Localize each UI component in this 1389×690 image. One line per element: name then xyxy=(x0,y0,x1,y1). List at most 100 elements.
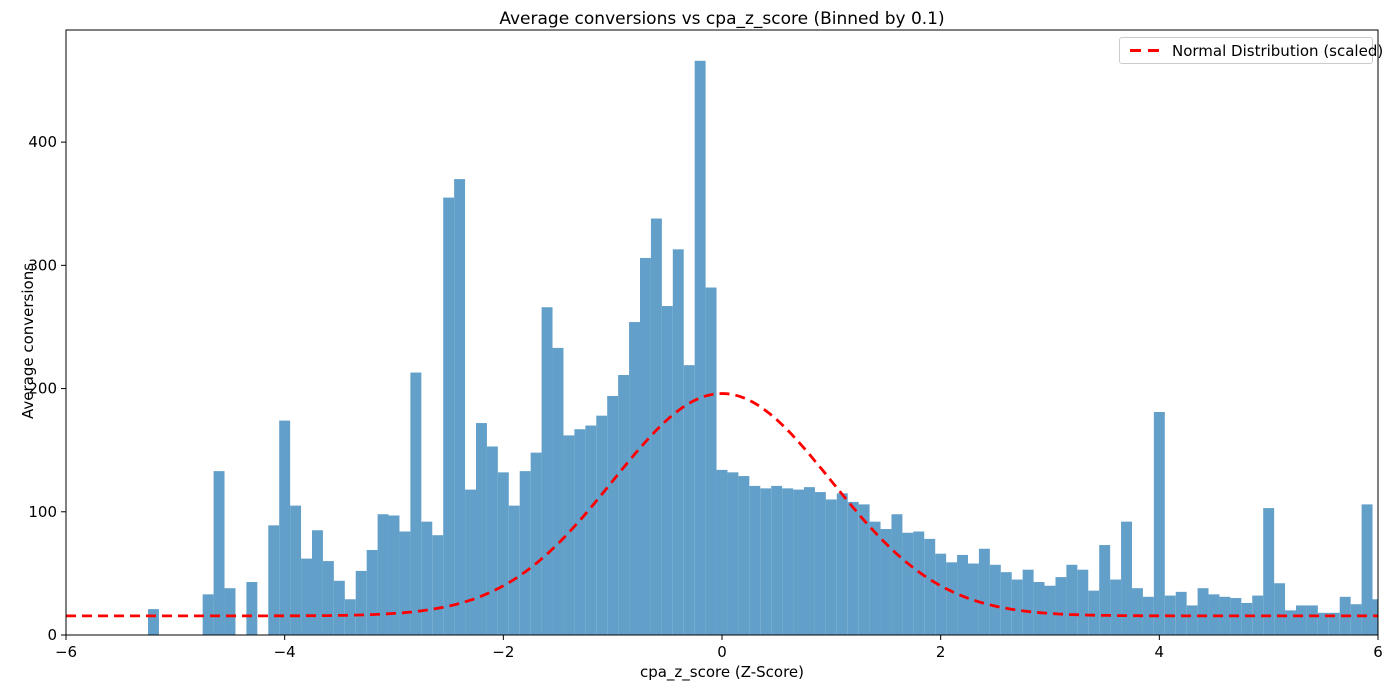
x-tick-label: 0 xyxy=(717,643,727,661)
histogram-bar xyxy=(476,423,487,635)
histogram-bar xyxy=(672,249,684,635)
histogram-bar xyxy=(202,594,214,635)
histogram-bar xyxy=(902,532,914,635)
histogram-bar xyxy=(1077,569,1089,635)
histogram-bar xyxy=(640,257,651,635)
histogram-bar xyxy=(782,488,794,635)
histogram-bar xyxy=(1132,588,1143,635)
histogram-bar xyxy=(618,375,630,635)
histogram-bar xyxy=(366,549,378,635)
histogram-bar xyxy=(814,492,826,635)
histogram-bar xyxy=(301,558,312,635)
histogram-bar xyxy=(574,429,586,635)
histogram-bar xyxy=(322,561,334,635)
histogram-bar xyxy=(377,514,389,635)
histogram-bar xyxy=(1361,504,1373,635)
x-tick-label: 6 xyxy=(1373,643,1383,661)
histogram-bar xyxy=(760,488,772,635)
histogram-bar xyxy=(1285,610,1296,635)
histogram-bar xyxy=(508,505,520,635)
histogram-bar xyxy=(268,525,280,635)
y-tick-label: 300 xyxy=(28,256,57,274)
histogram-bar xyxy=(629,322,640,635)
histogram-bar xyxy=(497,472,509,635)
histogram-bar xyxy=(290,505,302,635)
histogram-bar xyxy=(1044,585,1056,635)
histogram-bar xyxy=(793,489,804,635)
histogram-bar xyxy=(705,287,717,635)
histogram-bar xyxy=(607,395,619,635)
x-tick-label: −6 xyxy=(55,643,77,661)
histogram-bar xyxy=(836,493,848,635)
histogram-bar xyxy=(1099,545,1111,635)
histogram-bar xyxy=(891,514,903,635)
histogram-bar xyxy=(968,563,979,635)
histogram-bar xyxy=(1011,579,1023,635)
histogram-bar xyxy=(1033,582,1045,635)
histogram-bar xyxy=(224,588,236,635)
y-tick-label: 100 xyxy=(28,503,57,521)
histogram-bar xyxy=(1296,605,1307,635)
y-tick-label: 200 xyxy=(28,380,57,398)
legend-dashed-line-icon xyxy=(1130,49,1162,52)
histogram-bar xyxy=(410,372,422,635)
histogram-bar xyxy=(1022,569,1034,635)
histogram-bar xyxy=(683,365,695,635)
histogram-bar xyxy=(388,515,400,635)
histogram-bar xyxy=(749,485,761,635)
histogram-bar xyxy=(978,548,990,635)
histogram-bar xyxy=(443,197,455,635)
histogram-bar xyxy=(804,487,815,635)
histogram-bar xyxy=(661,306,673,635)
histogram-bar xyxy=(465,489,476,635)
histogram-bar xyxy=(355,570,367,635)
histogram-bar xyxy=(1142,596,1154,635)
x-axis-label: cpa_z_score (Z-Score) xyxy=(639,663,805,681)
legend: Normal Distribution (scaled) xyxy=(1119,37,1383,64)
histogram-bar xyxy=(552,347,564,635)
histogram-bar xyxy=(563,435,575,635)
histogram-bar xyxy=(312,530,323,635)
histogram-bar xyxy=(421,521,433,635)
histogram-bar xyxy=(530,452,542,635)
histogram-bar xyxy=(1317,612,1329,635)
histogram-bar xyxy=(344,599,356,635)
histogram-bar xyxy=(399,531,411,635)
histogram-bar xyxy=(486,446,498,635)
histogram-bar xyxy=(924,538,936,635)
x-tick-label: 4 xyxy=(1155,643,1165,661)
histogram-bar xyxy=(1197,588,1209,635)
histogram-bar xyxy=(454,179,466,635)
histogram-bar xyxy=(1088,590,1100,635)
histogram-bar xyxy=(1175,591,1187,635)
normal-curve-line xyxy=(66,392,1378,618)
y-tick-label: 400 xyxy=(28,133,57,151)
histogram-bar xyxy=(1328,612,1340,635)
histogram-bar xyxy=(946,562,958,635)
histogram-bar xyxy=(1219,596,1231,635)
histogram-bar xyxy=(1263,508,1275,635)
histogram-bar xyxy=(519,471,531,635)
histogram-bar xyxy=(246,582,258,635)
histogram-bar xyxy=(1186,605,1198,635)
histogram-bar xyxy=(1110,579,1122,635)
histogram-bar xyxy=(279,420,291,635)
histogram-bar xyxy=(1000,572,1012,635)
histogram-bar xyxy=(716,469,728,635)
histogram-bar xyxy=(935,553,947,635)
histogram-bar xyxy=(1055,577,1067,635)
histogram-bar xyxy=(213,471,225,635)
x-tick-label: −2 xyxy=(492,643,514,661)
histogram-bar xyxy=(880,529,892,635)
x-tick-label: 2 xyxy=(936,643,946,661)
legend-entry-label: Normal Distribution (scaled) xyxy=(1172,41,1384,60)
histogram-bar xyxy=(1350,604,1362,635)
histogram-bar xyxy=(771,485,783,635)
histogram-bar xyxy=(585,425,597,635)
histogram-bar xyxy=(1153,411,1165,635)
histogram-bar xyxy=(847,501,859,635)
histogram-bar xyxy=(596,415,608,635)
histogram-bar xyxy=(869,521,881,635)
